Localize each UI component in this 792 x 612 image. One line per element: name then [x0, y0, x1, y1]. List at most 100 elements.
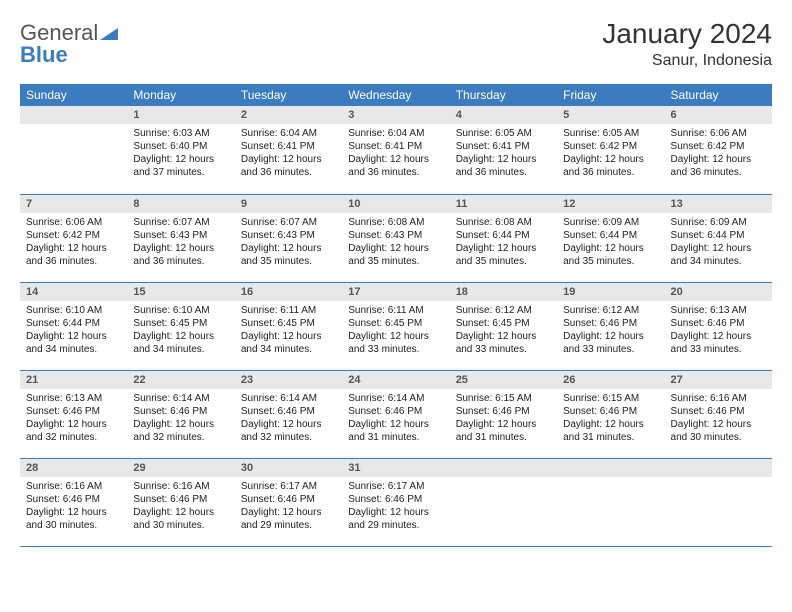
- daylight-line: Daylight: 12 hours and 33 minutes.: [563, 330, 658, 356]
- calendar-cell: 24Sunrise: 6:14 AMSunset: 6:46 PMDayligh…: [342, 370, 449, 458]
- day-info: Sunrise: 6:07 AMSunset: 6:43 PMDaylight:…: [127, 213, 234, 274]
- sunset-line: Sunset: 6:45 PM: [348, 317, 443, 330]
- daylight-line: Daylight: 12 hours and 36 minutes.: [241, 153, 336, 179]
- logo: GeneralBlue: [20, 18, 118, 66]
- calendar-row: 1Sunrise: 6:03 AMSunset: 6:40 PMDaylight…: [20, 106, 772, 194]
- day-number-blank: [557, 459, 664, 477]
- sunset-line: Sunset: 6:41 PM: [241, 140, 336, 153]
- calendar-cell: 13Sunrise: 6:09 AMSunset: 6:44 PMDayligh…: [665, 194, 772, 282]
- sunrise-line: Sunrise: 6:12 AM: [456, 304, 551, 317]
- day-info: Sunrise: 6:13 AMSunset: 6:46 PMDaylight:…: [665, 301, 772, 362]
- calendar-cell: 22Sunrise: 6:14 AMSunset: 6:46 PMDayligh…: [127, 370, 234, 458]
- calendar-cell: 15Sunrise: 6:10 AMSunset: 6:45 PMDayligh…: [127, 282, 234, 370]
- sunrise-line: Sunrise: 6:06 AM: [671, 127, 766, 140]
- daylight-line: Daylight: 12 hours and 36 minutes.: [133, 242, 228, 268]
- sunrise-line: Sunrise: 6:09 AM: [671, 216, 766, 229]
- calendar-cell: 25Sunrise: 6:15 AMSunset: 6:46 PMDayligh…: [450, 370, 557, 458]
- daylight-line: Daylight: 12 hours and 32 minutes.: [241, 418, 336, 444]
- day-info: Sunrise: 6:11 AMSunset: 6:45 PMDaylight:…: [235, 301, 342, 362]
- sunrise-line: Sunrise: 6:16 AM: [133, 480, 228, 493]
- day-info: Sunrise: 6:10 AMSunset: 6:45 PMDaylight:…: [127, 301, 234, 362]
- sunset-line: Sunset: 6:41 PM: [348, 140, 443, 153]
- day-number: 15: [127, 283, 234, 301]
- calendar-cell: 26Sunrise: 6:15 AMSunset: 6:46 PMDayligh…: [557, 370, 664, 458]
- daylight-line: Daylight: 12 hours and 30 minutes.: [26, 506, 121, 532]
- sunrise-line: Sunrise: 6:16 AM: [671, 392, 766, 405]
- day-info: Sunrise: 6:14 AMSunset: 6:46 PMDaylight:…: [342, 389, 449, 450]
- calendar-table: SundayMondayTuesdayWednesdayThursdayFrid…: [20, 84, 772, 547]
- calendar-cell: [665, 458, 772, 546]
- daylight-line: Daylight: 12 hours and 34 minutes.: [671, 242, 766, 268]
- header: GeneralBlue January 2024 Sanur, Indonesi…: [20, 18, 772, 70]
- sunset-line: Sunset: 6:46 PM: [348, 405, 443, 418]
- sunrise-line: Sunrise: 6:15 AM: [563, 392, 658, 405]
- day-info: Sunrise: 6:06 AMSunset: 6:42 PMDaylight:…: [665, 124, 772, 185]
- calendar-cell: 27Sunrise: 6:16 AMSunset: 6:46 PMDayligh…: [665, 370, 772, 458]
- calendar-cell: 5Sunrise: 6:05 AMSunset: 6:42 PMDaylight…: [557, 106, 664, 194]
- sunset-line: Sunset: 6:42 PM: [26, 229, 121, 242]
- daylight-line: Daylight: 12 hours and 36 minutes.: [26, 242, 121, 268]
- daylight-line: Daylight: 12 hours and 33 minutes.: [671, 330, 766, 356]
- day-number: 31: [342, 459, 449, 477]
- day-number: 16: [235, 283, 342, 301]
- calendar-cell: 20Sunrise: 6:13 AMSunset: 6:46 PMDayligh…: [665, 282, 772, 370]
- day-number: 1: [127, 106, 234, 124]
- daylight-line: Daylight: 12 hours and 36 minutes.: [563, 153, 658, 179]
- day-info: Sunrise: 6:15 AMSunset: 6:46 PMDaylight:…: [557, 389, 664, 450]
- day-number: 4: [450, 106, 557, 124]
- calendar-cell: 8Sunrise: 6:07 AMSunset: 6:43 PMDaylight…: [127, 194, 234, 282]
- daylight-line: Daylight: 12 hours and 36 minutes.: [456, 153, 551, 179]
- sunset-line: Sunset: 6:46 PM: [133, 493, 228, 506]
- day-number: 18: [450, 283, 557, 301]
- day-info: Sunrise: 6:17 AMSunset: 6:46 PMDaylight:…: [342, 477, 449, 538]
- sunset-line: Sunset: 6:44 PM: [456, 229, 551, 242]
- sunset-line: Sunset: 6:45 PM: [241, 317, 336, 330]
- calendar-row: 28Sunrise: 6:16 AMSunset: 6:46 PMDayligh…: [20, 458, 772, 546]
- day-number: 7: [20, 195, 127, 213]
- calendar-cell: 17Sunrise: 6:11 AMSunset: 6:45 PMDayligh…: [342, 282, 449, 370]
- daylight-line: Daylight: 12 hours and 31 minutes.: [456, 418, 551, 444]
- daylight-line: Daylight: 12 hours and 32 minutes.: [26, 418, 121, 444]
- sunrise-line: Sunrise: 6:03 AM: [133, 127, 228, 140]
- day-number: 2: [235, 106, 342, 124]
- day-info: Sunrise: 6:09 AMSunset: 6:44 PMDaylight:…: [557, 213, 664, 274]
- daylight-line: Daylight: 12 hours and 34 minutes.: [241, 330, 336, 356]
- day-info: Sunrise: 6:12 AMSunset: 6:45 PMDaylight:…: [450, 301, 557, 362]
- daylight-line: Daylight: 12 hours and 30 minutes.: [671, 418, 766, 444]
- sunset-line: Sunset: 6:46 PM: [563, 405, 658, 418]
- sunrise-line: Sunrise: 6:04 AM: [241, 127, 336, 140]
- weekday-header: Friday: [557, 84, 664, 106]
- sunset-line: Sunset: 6:46 PM: [563, 317, 658, 330]
- day-number: 22: [127, 371, 234, 389]
- logo-triangle-icon: [100, 22, 118, 44]
- sunset-line: Sunset: 6:46 PM: [671, 317, 766, 330]
- calendar-head: SundayMondayTuesdayWednesdayThursdayFrid…: [20, 84, 772, 106]
- sunset-line: Sunset: 6:46 PM: [26, 405, 121, 418]
- title-block: January 2024 Sanur, Indonesia: [602, 18, 772, 70]
- calendar-cell: 16Sunrise: 6:11 AMSunset: 6:45 PMDayligh…: [235, 282, 342, 370]
- daylight-line: Daylight: 12 hours and 35 minutes.: [241, 242, 336, 268]
- sunset-line: Sunset: 6:44 PM: [563, 229, 658, 242]
- day-info: Sunrise: 6:06 AMSunset: 6:42 PMDaylight:…: [20, 213, 127, 274]
- sunset-line: Sunset: 6:45 PM: [456, 317, 551, 330]
- calendar-cell: 10Sunrise: 6:08 AMSunset: 6:43 PMDayligh…: [342, 194, 449, 282]
- calendar-row: 7Sunrise: 6:06 AMSunset: 6:42 PMDaylight…: [20, 194, 772, 282]
- day-info: Sunrise: 6:13 AMSunset: 6:46 PMDaylight:…: [20, 389, 127, 450]
- day-number: 20: [665, 283, 772, 301]
- daylight-line: Daylight: 12 hours and 34 minutes.: [133, 330, 228, 356]
- sunset-line: Sunset: 6:44 PM: [671, 229, 766, 242]
- day-number-blank: [665, 459, 772, 477]
- weekday-header: Wednesday: [342, 84, 449, 106]
- day-number: 17: [342, 283, 449, 301]
- day-number: 11: [450, 195, 557, 213]
- day-info: Sunrise: 6:08 AMSunset: 6:44 PMDaylight:…: [450, 213, 557, 274]
- sunset-line: Sunset: 6:44 PM: [26, 317, 121, 330]
- sunrise-line: Sunrise: 6:13 AM: [671, 304, 766, 317]
- sunset-line: Sunset: 6:46 PM: [26, 493, 121, 506]
- sunset-line: Sunset: 6:46 PM: [133, 405, 228, 418]
- day-number: 6: [665, 106, 772, 124]
- calendar-cell: 7Sunrise: 6:06 AMSunset: 6:42 PMDaylight…: [20, 194, 127, 282]
- location-label: Sanur, Indonesia: [602, 52, 772, 70]
- sunset-line: Sunset: 6:43 PM: [241, 229, 336, 242]
- day-info: Sunrise: 6:09 AMSunset: 6:44 PMDaylight:…: [665, 213, 772, 274]
